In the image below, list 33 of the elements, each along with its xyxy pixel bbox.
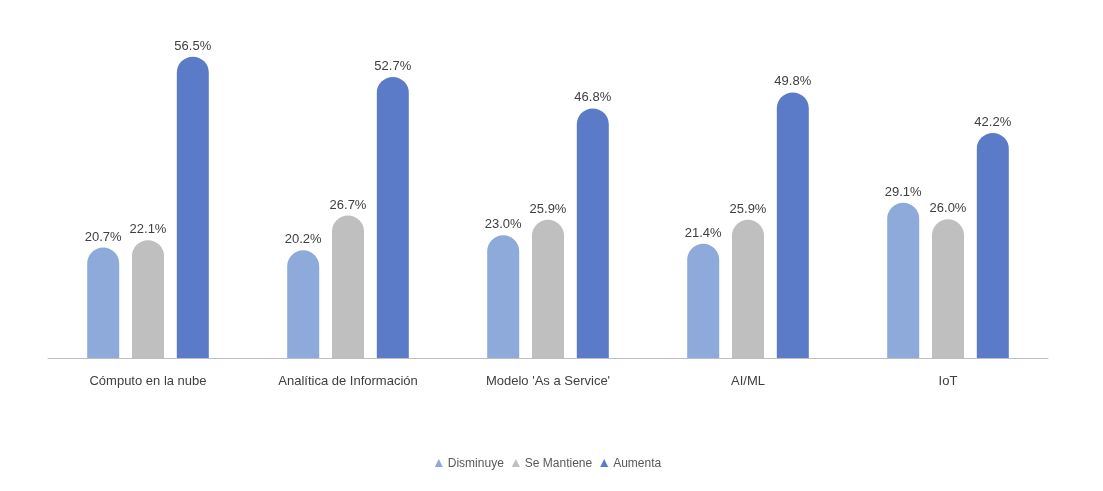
bar <box>687 243 720 358</box>
legend-label: Aumenta <box>613 456 662 470</box>
data-label: 26.0% <box>929 200 967 216</box>
data-label: 22.1% <box>129 221 167 237</box>
x-tick-label: AI/ML <box>731 373 765 388</box>
bar <box>976 132 1009 358</box>
bar <box>576 108 609 358</box>
legend-label: Se Mantiene <box>524 456 593 470</box>
data-label: 21.4% <box>684 224 723 240</box>
bar <box>776 92 809 358</box>
data-label: 42.2% <box>974 113 1012 129</box>
data-label: 52.7% <box>374 57 412 73</box>
bar <box>87 247 120 358</box>
data-label: 26.7% <box>329 196 367 212</box>
data-label: 25.9% <box>729 200 767 216</box>
data-label: 29.1% <box>884 183 923 199</box>
x-tick-label: Cómputo en la nube <box>89 373 207 388</box>
legend-label: Disminuye <box>447 456 505 470</box>
data-label: 20.7% <box>84 228 123 244</box>
bar <box>887 202 920 358</box>
data-label: 23.0% <box>484 216 523 232</box>
data-label: 20.2% <box>284 231 323 247</box>
bar <box>287 250 320 358</box>
x-tick-label: IoT <box>938 373 958 388</box>
x-tick-label: Analítica de Información <box>278 373 418 388</box>
bar <box>176 56 209 358</box>
bar <box>376 76 409 358</box>
data-label: 46.8% <box>574 89 612 105</box>
bar <box>487 235 520 358</box>
data-label: 25.9% <box>529 200 567 216</box>
data-label: 56.5% <box>174 37 212 53</box>
data-label: 49.8% <box>774 73 812 89</box>
x-tick-label: Modelo 'As a Service' <box>485 373 611 388</box>
